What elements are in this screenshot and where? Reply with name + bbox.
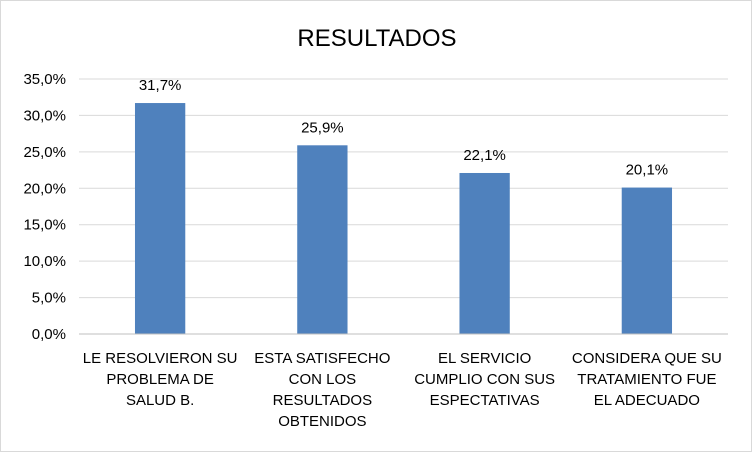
y-tick-label: 20,0% [23, 180, 66, 197]
gridlines [79, 78, 728, 299]
y-tick-label: 30,0% [23, 107, 66, 124]
category-label: EL SERVICIO [438, 350, 531, 367]
category-label: CUMPLIO CON SUS [414, 371, 555, 388]
category-label: CON LOS [289, 371, 357, 388]
bar [459, 172, 510, 334]
bars [134, 103, 673, 335]
data-label: 25,9% [301, 119, 344, 136]
chart-title: RESULTADOS [297, 25, 456, 52]
data-label: 22,1% [463, 147, 506, 164]
y-tick-label: 35,0% [23, 71, 66, 88]
y-tick-label: 25,0% [23, 144, 66, 161]
category-label: TRATAMIENTO FUE [577, 371, 716, 388]
category-label: CONSIDERA QUE SU [572, 350, 722, 367]
bar [621, 187, 673, 334]
category-label: EL ADECUADO [594, 392, 700, 409]
bar [297, 145, 348, 334]
category-label: ESPECTATIVAS [430, 392, 540, 409]
category-label: PROBLEMA DE [106, 371, 214, 388]
y-tick-label: 10,0% [23, 253, 66, 270]
category-label: SALUD B. [126, 392, 194, 409]
category-label: RESULTADOS [273, 392, 372, 409]
bar [134, 103, 186, 335]
data-labels: 31,7% 25,9% 22,1% 20,1% [139, 77, 668, 179]
y-tick-label: 15,0% [23, 217, 66, 234]
category-label: LE RESOLVIERON SU [83, 350, 238, 367]
category-labels: LE RESOLVIERON SU PROBLEMA DE SALUD B. ESTA… [83, 350, 722, 430]
category-label: ESTA SATISFECHO [254, 350, 390, 367]
y-tick-label: 5,0% [32, 290, 66, 307]
data-label: 20,1% [626, 162, 669, 179]
category-label: OBTENIDOS [278, 413, 366, 430]
y-axis-ticks: 0,0% 5,0% 10,0% 15,0% 20,0% 25,0% 30,0% 35,0% [23, 71, 66, 343]
y-tick-label: 0,0% [32, 326, 66, 343]
data-label: 31,7% [139, 77, 182, 94]
